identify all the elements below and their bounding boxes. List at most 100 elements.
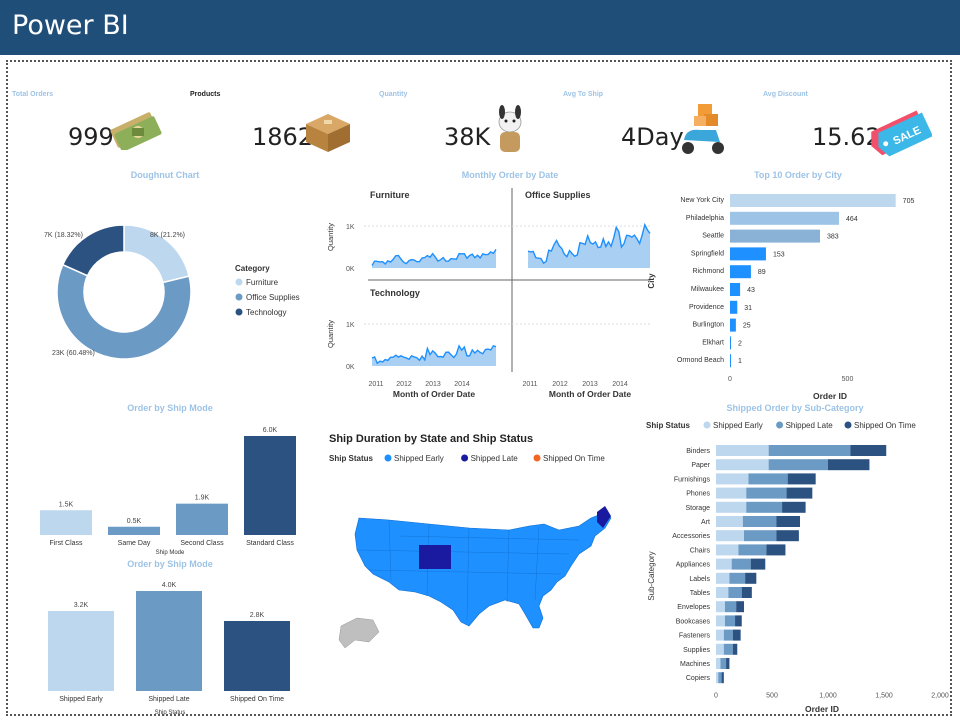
stacked-bar-segment[interactable] xyxy=(782,501,806,513)
subcategory-label: Appliances xyxy=(676,562,711,569)
legend-label[interactable]: Shipped On Time xyxy=(854,421,916,430)
stacked-bar-segment[interactable] xyxy=(724,601,737,613)
stacked-bar-segment[interactable] xyxy=(738,544,767,556)
city-bar[interactable] xyxy=(730,247,766,261)
stacked-bar-segment[interactable] xyxy=(716,459,769,471)
stacked-bar-segment[interactable] xyxy=(732,643,738,655)
stacked-bar-segment[interactable] xyxy=(716,501,747,513)
legend-label[interactable]: Shipped Early xyxy=(394,454,444,463)
series-line[interactable] xyxy=(527,222,651,265)
stacked-bar-segment[interactable] xyxy=(828,459,870,471)
stacked-bar-segment[interactable] xyxy=(716,473,749,485)
stacked-bar-segment[interactable] xyxy=(718,672,722,684)
city-bar[interactable] xyxy=(730,318,736,332)
bar[interactable] xyxy=(136,591,202,691)
xtick-label: 2,000 xyxy=(931,692,949,699)
city-bar[interactable] xyxy=(730,283,741,296)
stacked-bar-segment[interactable] xyxy=(716,445,769,456)
us-continental-shape[interactable] xyxy=(354,509,612,629)
legend-label[interactable]: Shipped Early xyxy=(713,421,763,430)
stacked-bar-segment[interactable] xyxy=(746,487,787,499)
stacked-bar-segment[interactable] xyxy=(728,587,742,598)
stacked-bar-segment[interactable] xyxy=(716,587,729,598)
subcategory-label: Paper xyxy=(691,462,710,469)
stacked-bar-segment[interactable] xyxy=(729,572,746,584)
us-map[interactable]: Ship Status Shipped Early Shipped Late Shi… xyxy=(329,450,629,660)
stacked-bar-segment[interactable] xyxy=(766,544,786,556)
stacked-bar-segment[interactable] xyxy=(750,558,766,570)
subcategory-chart[interactable]: Ship Status Shipped Early Shipped Late Shi… xyxy=(640,416,950,716)
legend-label[interactable]: Shipped Late xyxy=(471,454,519,463)
stacked-bar-segment[interactable] xyxy=(716,601,725,613)
city-bar[interactable] xyxy=(730,354,731,368)
series-line[interactable] xyxy=(371,249,497,266)
stacked-bar-segment[interactable] xyxy=(716,672,719,684)
stacked-bar-segment[interactable] xyxy=(741,587,752,598)
city-label: Philadelphia xyxy=(686,215,724,222)
bar[interactable] xyxy=(48,611,114,691)
stacked-bar-segment[interactable] xyxy=(724,615,736,627)
legend-marker xyxy=(703,421,711,429)
bar[interactable] xyxy=(224,621,290,691)
state-wyoming[interactable] xyxy=(419,545,451,569)
stacked-bar-segment[interactable] xyxy=(850,445,887,456)
stacked-bar-segment[interactable] xyxy=(723,643,733,655)
city-bar[interactable] xyxy=(730,211,840,225)
bar[interactable] xyxy=(40,510,92,535)
stacked-bar-segment[interactable] xyxy=(716,558,732,570)
stacked-bar-segment[interactable] xyxy=(748,473,788,485)
stacked-bar-segment[interactable] xyxy=(768,445,851,456)
legend-label[interactable]: Shipped On Time xyxy=(543,454,605,463)
stacked-bar-segment[interactable] xyxy=(720,658,727,669)
ship-mode-chart[interactable]: 1.5K First Class 0.5K Same Day 1.9K Second Cl… xyxy=(30,418,320,558)
subcategory-label: Furnishings xyxy=(674,476,711,483)
stacked-bar-segment[interactable] xyxy=(716,487,747,499)
stacked-bar-segment[interactable] xyxy=(735,615,742,627)
stacked-bar-segment[interactable] xyxy=(716,530,744,542)
city-bar[interactable] xyxy=(730,265,751,279)
area-fill xyxy=(372,345,496,366)
stacked-bar-segment[interactable] xyxy=(736,601,744,613)
stacked-bar-segment[interactable] xyxy=(742,516,777,527)
state-alaska[interactable] xyxy=(338,617,380,649)
stacked-bar-segment[interactable] xyxy=(716,629,724,641)
stacked-bar-segment[interactable] xyxy=(716,658,721,669)
top10-city-chart[interactable]: City New York City 705 Philadelphia 464 Seat… xyxy=(640,185,940,403)
stacked-bar-segment[interactable] xyxy=(732,629,741,641)
stacked-bar-segment[interactable] xyxy=(745,572,757,584)
kpi-value: 999 xyxy=(68,123,114,151)
stacked-bar-segment[interactable] xyxy=(726,658,730,669)
doughnut-chart[interactable]: 8K (21.2%) 23K (60.48%) 7K (18.32%) Catego… xyxy=(20,185,320,395)
city-bar[interactable] xyxy=(730,194,896,207)
stacked-bar-segment[interactable] xyxy=(716,615,725,627)
doughnut-slice[interactable] xyxy=(61,224,125,277)
stacked-bar-segment[interactable] xyxy=(786,487,813,499)
doughnut-slice[interactable] xyxy=(56,263,192,360)
xtick-label: 2014 xyxy=(612,381,628,388)
bar[interactable] xyxy=(108,526,160,535)
stacked-bar-segment[interactable] xyxy=(744,530,777,542)
series-line[interactable] xyxy=(371,344,497,365)
city-bar[interactable] xyxy=(730,229,821,243)
bar[interactable] xyxy=(244,436,296,535)
stacked-bar-segment[interactable] xyxy=(716,516,743,527)
legend-label[interactable]: Shipped Late xyxy=(786,421,834,430)
stacked-bar-segment[interactable] xyxy=(716,643,724,655)
bar[interactable] xyxy=(176,503,228,535)
ship-status-chart[interactable]: 3.2K Shipped Early 4.0K Shipped Late 2.8K Shi… xyxy=(30,574,320,718)
stacked-bar-segment[interactable] xyxy=(716,544,739,556)
monthly-order-chart[interactable]: Furniture Office Supplies Technology Qua… xyxy=(320,182,656,402)
city-bar[interactable] xyxy=(730,300,738,314)
city-bar[interactable] xyxy=(730,336,731,350)
stacked-bar-segment[interactable] xyxy=(776,516,800,527)
stacked-bar-segment[interactable] xyxy=(768,459,828,471)
stacked-bar-segment[interactable] xyxy=(746,501,783,513)
stacked-bar-segment[interactable] xyxy=(723,629,733,641)
stacked-bar-segment[interactable] xyxy=(776,530,799,542)
stacked-bar-segment[interactable] xyxy=(731,558,751,570)
stacked-bar-segment[interactable] xyxy=(716,572,730,584)
stacked-bar-segment[interactable] xyxy=(721,672,724,684)
ytick-label: 0K xyxy=(346,364,355,371)
stacked-bar-segment[interactable] xyxy=(787,473,816,485)
state-maine[interactable] xyxy=(597,506,611,528)
